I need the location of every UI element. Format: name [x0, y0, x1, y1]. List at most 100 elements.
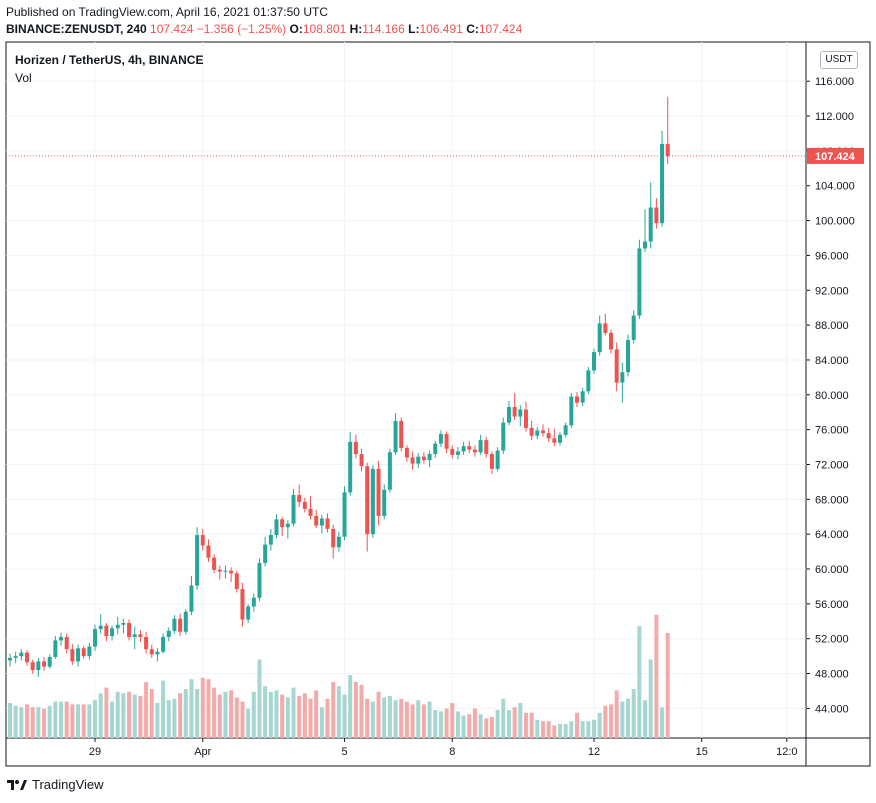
volume-bar: [223, 691, 228, 738]
candle-body: [416, 456, 421, 464]
candle-body: [552, 438, 557, 443]
volume-bar: [121, 693, 126, 738]
y-tick-label: 104.000: [815, 181, 855, 193]
ohlc-line: BINANCE:ZENUSDT, 240 107.424 −1.356 (−1.…: [6, 22, 522, 36]
candle-body: [648, 207, 653, 242]
volume-bar: [70, 704, 75, 738]
candle-body: [359, 454, 364, 467]
x-tick-label: 15: [696, 746, 708, 758]
open-label: O:: [289, 22, 303, 36]
volume-bar: [637, 626, 642, 738]
candle-body: [665, 143, 670, 157]
candle-body: [98, 625, 103, 630]
candle-body: [575, 396, 579, 403]
volume-bar: [25, 704, 30, 738]
candle-body: [489, 454, 494, 469]
candle-body: [274, 519, 279, 536]
volume-bar: [280, 694, 285, 738]
volume-bar: [501, 698, 506, 738]
volume-bar: [297, 696, 302, 738]
y-tick-label: 92.000: [815, 285, 849, 297]
candle-body: [660, 143, 665, 224]
candle-body: [64, 636, 69, 650]
volume-bar: [110, 701, 115, 738]
volume-bar: [444, 708, 449, 738]
volume-bar: [433, 710, 438, 738]
volume-bar: [229, 690, 234, 738]
volume-bar: [592, 719, 597, 738]
candle-body: [654, 207, 659, 224]
candle-body: [580, 391, 585, 403]
candle-body: [183, 611, 188, 632]
volume-bar: [161, 680, 166, 738]
candle-body: [234, 573, 239, 590]
volume-bar: [76, 704, 81, 738]
volume-bar: [246, 708, 251, 738]
volume-bar: [336, 686, 341, 738]
candle-body: [365, 466, 370, 535]
candle-body: [47, 656, 52, 667]
candle-body: [331, 528, 336, 548]
volume-bar: [19, 707, 24, 738]
volume-bar: [98, 693, 103, 738]
volume-bar: [257, 659, 262, 738]
candle-body: [87, 646, 92, 657]
chart-title: Horizen / TetherUS, 4h, BINANCE: [15, 53, 204, 67]
candle-body: [195, 535, 200, 586]
candle-body: [438, 433, 443, 444]
x-tick-label: 12: [588, 746, 600, 758]
volume-bar: [132, 694, 137, 738]
volume-bar: [308, 698, 313, 738]
volume-bar: [557, 724, 562, 738]
volume-bar: [393, 700, 398, 738]
volume-bar: [665, 633, 670, 738]
volume-bar: [421, 704, 426, 738]
candle-body: [149, 649, 154, 655]
volume-bar: [387, 696, 392, 738]
candle-body: [609, 332, 614, 350]
y-tick-label: 48.000: [815, 669, 849, 681]
candle-body: [467, 446, 472, 450]
candle-body: [592, 352, 597, 371]
volume-bar: [376, 691, 381, 738]
volume-bar: [251, 691, 256, 738]
volume-bar: [212, 687, 217, 738]
volume-bar: [353, 682, 358, 738]
y-tick-label: 44.000: [815, 703, 849, 715]
volume-bar: [13, 705, 18, 738]
y-tick-label: 76.000: [815, 425, 849, 437]
currency-button[interactable]: USDT: [820, 51, 858, 69]
candle-body: [36, 661, 41, 671]
volume-bar: [30, 707, 35, 738]
volume-bar: [47, 705, 52, 738]
last-price-label: 107.424: [815, 151, 856, 163]
volume-bar: [325, 698, 330, 738]
volume-bar: [274, 690, 279, 738]
volume-bar: [648, 659, 653, 738]
volume-bar: [217, 694, 222, 738]
volume-bar: [512, 707, 517, 738]
volume-bar: [285, 697, 290, 738]
candle-body: [336, 536, 341, 548]
volume-bar: [631, 689, 636, 738]
candle-body: [8, 657, 12, 661]
volume-bar: [552, 725, 557, 738]
volume-bar: [64, 701, 69, 738]
last-price-badge: [807, 147, 864, 164]
y-tick-label: 80.000: [815, 390, 849, 402]
candle-body: [76, 648, 81, 662]
volume-bar: [569, 721, 574, 738]
footer-brand[interactable]: TradingView: [6, 776, 104, 792]
candle-body: [19, 652, 24, 657]
volume-bar: [331, 682, 336, 738]
volume-bar: [195, 689, 200, 738]
candle-body: [223, 570, 228, 572]
volume-bar: [189, 679, 194, 738]
candle-body: [603, 323, 608, 333]
candle-body: [620, 372, 625, 383]
x-tick-label: Apr: [194, 746, 211, 758]
x-tick-label: 5: [341, 746, 347, 758]
candle-body: [370, 468, 375, 535]
volume-bar: [178, 693, 183, 738]
